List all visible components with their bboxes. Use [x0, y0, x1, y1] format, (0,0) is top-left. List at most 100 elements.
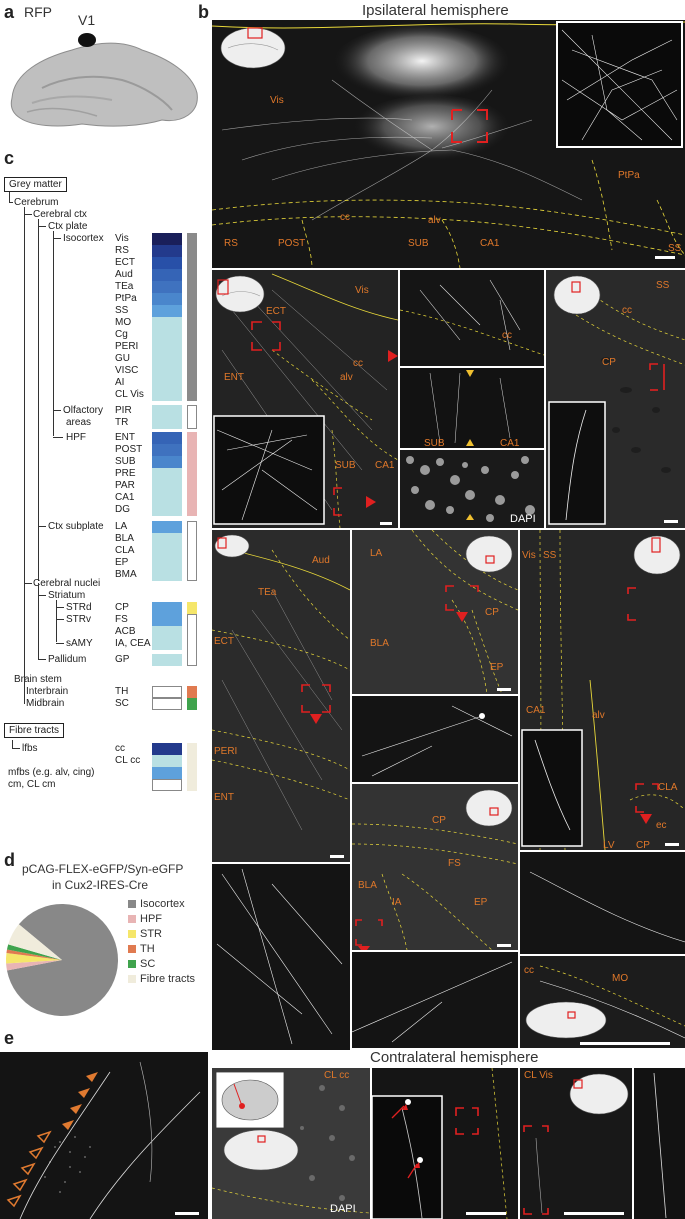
- contra-left-image: [212, 1068, 370, 1219]
- str-sidebar: [187, 602, 197, 614]
- brain-inset-icon: [465, 789, 513, 827]
- region-swatch: [152, 281, 182, 293]
- legend-label: Fibre tracts: [140, 973, 196, 985]
- region-swatch: [152, 353, 182, 365]
- label-cc-2: cc: [353, 358, 363, 369]
- region-label: TR: [115, 417, 129, 428]
- tree-olfactory: Olfactory: [63, 405, 104, 416]
- region-label: Vis: [115, 233, 129, 244]
- region-swatch: [152, 492, 182, 504]
- contra-right-image: [520, 1068, 632, 1219]
- region-label: EP: [115, 557, 129, 568]
- fibre-tracts-box: Fibre tracts: [4, 723, 65, 738]
- brain-inset-icon: [525, 1001, 607, 1039]
- legend-item: HPF: [128, 913, 162, 925]
- region-swatch: [152, 257, 182, 269]
- region-swatch: [152, 521, 182, 533]
- tree-interbrain: Interbrain: [26, 686, 69, 697]
- pie-slice-isocortex: [6, 904, 119, 1016]
- region-swatch: [152, 293, 182, 305]
- region-swatch: [152, 341, 182, 353]
- region-swatch: [152, 533, 182, 545]
- tree-cm: cm, CL cm: [8, 779, 56, 790]
- region-label: ACB: [115, 626, 136, 637]
- region-swatch: [152, 456, 182, 468]
- tree-connector: [9, 202, 13, 203]
- brain-inset-icon: [215, 275, 265, 313]
- label-cc: cc: [340, 212, 350, 223]
- label-rs: RS: [224, 238, 238, 249]
- brain-inset-icon: [553, 275, 601, 315]
- tree-striatum: Striatum: [48, 590, 86, 601]
- rfp-label: RFP: [24, 4, 52, 20]
- region-label: FS: [115, 614, 128, 625]
- region-swatch: [152, 377, 182, 389]
- label-ptpa: PtPa: [618, 170, 640, 181]
- region-swatch: [152, 569, 182, 581]
- fibre-sidebar: [187, 743, 197, 791]
- region-swatch: [152, 557, 182, 569]
- label-ep-2: EP: [474, 897, 488, 908]
- region-swatch: [152, 545, 182, 557]
- label-ca1-4: CA1: [526, 705, 546, 716]
- label-cc-3: cc: [502, 330, 512, 341]
- label-ec: ec: [656, 820, 667, 831]
- pie-slice-sc: [6, 944, 63, 960]
- tree-connector: [38, 526, 46, 527]
- contra-right-zoom: [634, 1068, 685, 1219]
- label-sub-3: SUB: [424, 438, 445, 449]
- label-bla-2: BLA: [358, 880, 377, 891]
- tree-connector: [56, 643, 64, 644]
- region-swatch: [152, 432, 182, 444]
- region-swatch: [152, 317, 182, 329]
- tree-connector: [24, 207, 25, 679]
- label-vis: Vis: [270, 95, 284, 106]
- isocortex-sidebar: [187, 233, 197, 401]
- region-label: cc: [115, 743, 125, 754]
- legend-label: STR: [140, 928, 162, 940]
- label-dapi: DAPI: [510, 513, 536, 525]
- label-ca1: CA1: [480, 238, 500, 249]
- label-tea: TEa: [258, 587, 277, 598]
- region-label: CA1: [115, 492, 135, 503]
- region-label: GU: [115, 353, 130, 364]
- label-ent: ENT: [224, 372, 244, 383]
- brain-inset-icon: [633, 535, 681, 575]
- tree-isocortex: Isocortex: [63, 233, 104, 244]
- brain-inset-icon: [214, 534, 250, 558]
- tree-connector: [53, 437, 63, 438]
- tree-connector: [53, 231, 54, 436]
- label-ca1-2: CA1: [375, 460, 395, 471]
- tree-midbrain: Midbrain: [26, 698, 65, 709]
- tree-connector: [38, 595, 46, 596]
- tree-connector: [38, 583, 39, 659]
- tree-samy: sAMY: [66, 638, 93, 649]
- region-swatch: [152, 614, 182, 626]
- region-label: PIR: [115, 405, 132, 416]
- region-swatch: [152, 233, 182, 245]
- legend-item: TH: [128, 943, 155, 955]
- region-label: Aud: [115, 269, 133, 280]
- region-label: PRE: [115, 468, 136, 479]
- region-swatch: [152, 638, 182, 650]
- region-label: IA, CEA: [115, 638, 151, 649]
- pie-chart: [6, 904, 119, 1016]
- region-swatch: [152, 743, 182, 755]
- label-ss: SS: [668, 243, 682, 254]
- tree-ctx-plate: Ctx plate: [48, 221, 88, 232]
- label-mo: MO: [612, 973, 629, 984]
- v1-label: V1: [78, 12, 96, 28]
- tree-connector: [24, 691, 25, 703]
- region-label: TH: [115, 686, 129, 697]
- brain-inset-icon: [223, 1129, 299, 1171]
- region-label: ENT: [115, 432, 135, 443]
- region-label: BLA: [115, 533, 134, 544]
- label-fs: FS: [448, 858, 461, 869]
- legend-swatch: [128, 960, 136, 969]
- panel-e-image: [0, 1052, 208, 1219]
- legend-swatch: [128, 915, 136, 924]
- label-ca1-3: CA1: [500, 438, 520, 449]
- label-alv-2: alv: [340, 372, 353, 383]
- tree-connector: [12, 748, 20, 749]
- ipsi-row3-left-image: [212, 530, 350, 862]
